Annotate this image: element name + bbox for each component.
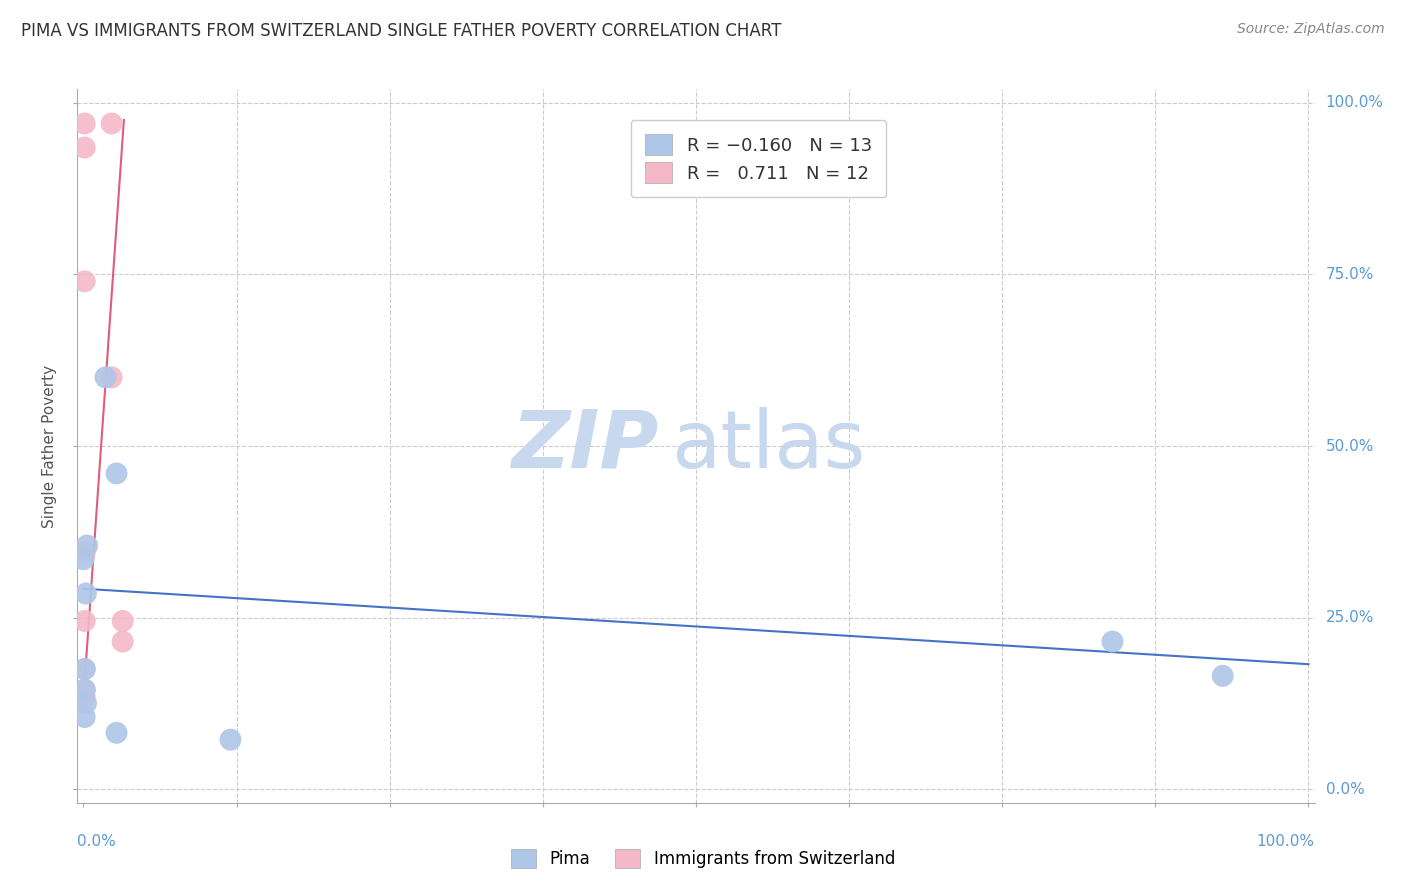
Point	[219, 732, 242, 747]
Point	[73, 662, 96, 676]
Text: 50.0%: 50.0%	[1326, 439, 1374, 453]
Point	[73, 682, 96, 697]
Text: PIMA VS IMMIGRANTS FROM SWITZERLAND SINGLE FATHER POVERTY CORRELATION CHART: PIMA VS IMMIGRANTS FROM SWITZERLAND SING…	[21, 22, 782, 40]
Legend: Pima, Immigrants from Switzerland: Pima, Immigrants from Switzerland	[505, 842, 901, 875]
Point	[73, 682, 96, 697]
Point	[72, 552, 94, 566]
Point	[75, 696, 97, 710]
Point	[111, 634, 134, 648]
Point	[73, 710, 96, 724]
Point	[105, 467, 128, 481]
Point	[1212, 669, 1234, 683]
Text: atlas: atlas	[671, 407, 866, 485]
Text: Source: ZipAtlas.com: Source: ZipAtlas.com	[1237, 22, 1385, 37]
Text: 0.0%: 0.0%	[1326, 781, 1364, 797]
Text: 25.0%: 25.0%	[1326, 610, 1374, 625]
Point	[73, 274, 96, 288]
Point	[76, 539, 98, 553]
Text: 100.0%: 100.0%	[1326, 95, 1384, 111]
Point	[105, 726, 128, 740]
Legend: R = −0.160   N = 13, R =   0.711   N = 12: R = −0.160 N = 13, R = 0.711 N = 12	[631, 120, 886, 197]
Point	[73, 545, 96, 559]
Text: 0.0%: 0.0%	[77, 834, 117, 849]
Point	[73, 690, 96, 704]
Point	[73, 140, 96, 154]
Point	[75, 586, 97, 600]
Y-axis label: Single Father Poverty: Single Father Poverty	[42, 365, 58, 527]
Point	[73, 614, 96, 628]
Point	[100, 116, 122, 130]
Point	[94, 370, 117, 384]
Point	[1101, 634, 1123, 648]
Point	[100, 370, 122, 384]
Text: 100.0%: 100.0%	[1257, 834, 1315, 849]
Point	[111, 614, 134, 628]
Point	[73, 116, 96, 130]
Text: ZIP: ZIP	[512, 407, 659, 485]
Point	[73, 662, 96, 676]
Text: 75.0%: 75.0%	[1326, 267, 1374, 282]
